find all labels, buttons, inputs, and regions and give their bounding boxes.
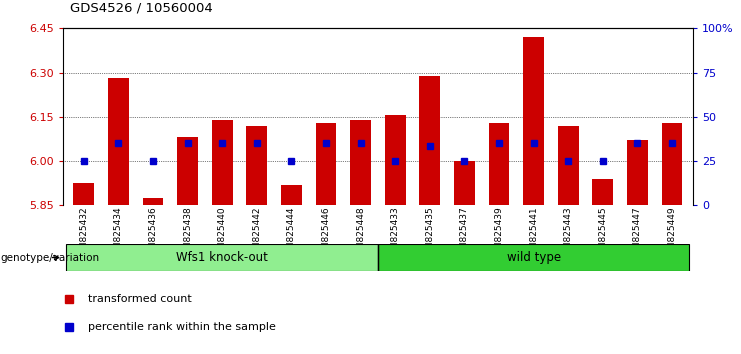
Text: genotype/variation: genotype/variation bbox=[0, 252, 99, 263]
Bar bbox=[281, 185, 302, 205]
Bar bbox=[419, 75, 440, 205]
Bar bbox=[108, 79, 129, 205]
Bar bbox=[212, 120, 233, 205]
Bar bbox=[593, 179, 614, 205]
Bar bbox=[73, 183, 94, 205]
Bar bbox=[627, 141, 648, 205]
Bar bbox=[142, 198, 163, 205]
Bar bbox=[488, 123, 509, 205]
Bar bbox=[350, 120, 371, 205]
Bar bbox=[378, 244, 689, 271]
Bar bbox=[662, 123, 682, 205]
Bar bbox=[247, 126, 268, 205]
Bar bbox=[316, 123, 336, 205]
Bar bbox=[67, 244, 378, 271]
Text: percentile rank within the sample: percentile rank within the sample bbox=[88, 322, 276, 332]
Text: GDS4526 / 10560004: GDS4526 / 10560004 bbox=[70, 1, 213, 14]
Text: wild type: wild type bbox=[507, 251, 561, 264]
Text: Wfs1 knock-out: Wfs1 knock-out bbox=[176, 251, 268, 264]
Bar bbox=[523, 37, 544, 205]
Bar bbox=[558, 126, 579, 205]
Bar bbox=[177, 137, 198, 205]
Bar bbox=[454, 161, 475, 205]
Bar bbox=[385, 115, 405, 205]
Text: transformed count: transformed count bbox=[88, 294, 192, 304]
